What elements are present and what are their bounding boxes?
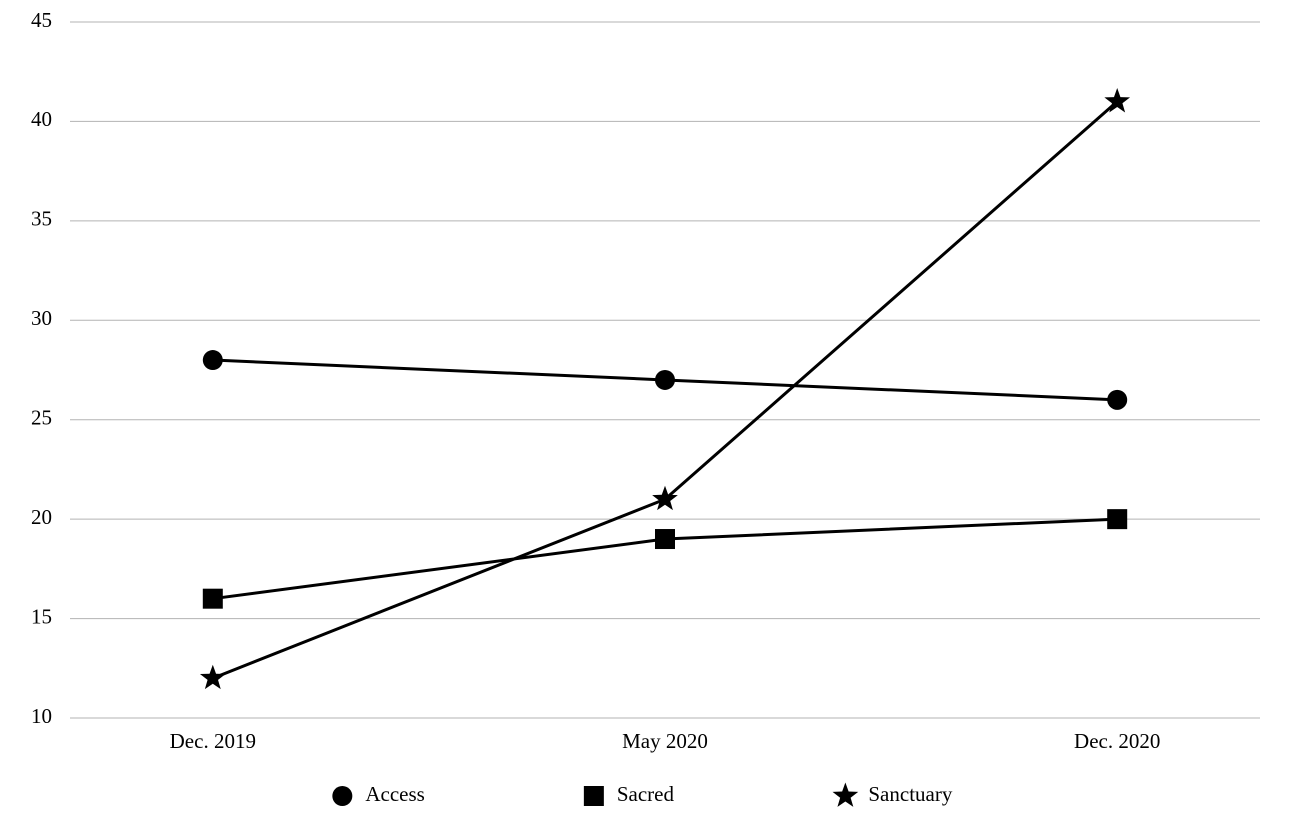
chart-background bbox=[0, 0, 1296, 832]
marker-square bbox=[584, 786, 604, 806]
legend-label: Sacred bbox=[617, 782, 675, 806]
marker-circle bbox=[332, 786, 352, 806]
y-tick-label: 10 bbox=[31, 704, 52, 728]
x-tick-label: May 2020 bbox=[622, 729, 708, 753]
marker-circle bbox=[1107, 390, 1127, 410]
marker-square bbox=[203, 589, 223, 609]
marker-circle bbox=[655, 370, 675, 390]
y-tick-label: 30 bbox=[31, 306, 52, 330]
line-chart: 10 15 20 25 30 35 40 45 Dec. 2019 May 2020 Dec. 20… bbox=[0, 0, 1296, 832]
chart-container: 10 15 20 25 30 35 40 45 Dec. 2019 May 2020 Dec. 20… bbox=[0, 0, 1296, 832]
x-tick-label: Dec. 2020 bbox=[1074, 729, 1160, 753]
y-tick-label: 25 bbox=[31, 406, 52, 430]
y-tick-label: 35 bbox=[31, 207, 52, 231]
marker-square bbox=[1107, 509, 1127, 529]
x-tick-label: Dec. 2019 bbox=[170, 729, 256, 753]
legend-label: Access bbox=[365, 782, 424, 806]
y-tick-label: 15 bbox=[31, 604, 52, 628]
marker-square bbox=[655, 529, 675, 549]
y-tick-label: 45 bbox=[31, 8, 52, 32]
y-tick-label: 40 bbox=[31, 107, 52, 131]
y-tick-label: 20 bbox=[31, 505, 52, 529]
legend-label: Sanctuary bbox=[868, 782, 952, 806]
marker-circle bbox=[203, 350, 223, 370]
